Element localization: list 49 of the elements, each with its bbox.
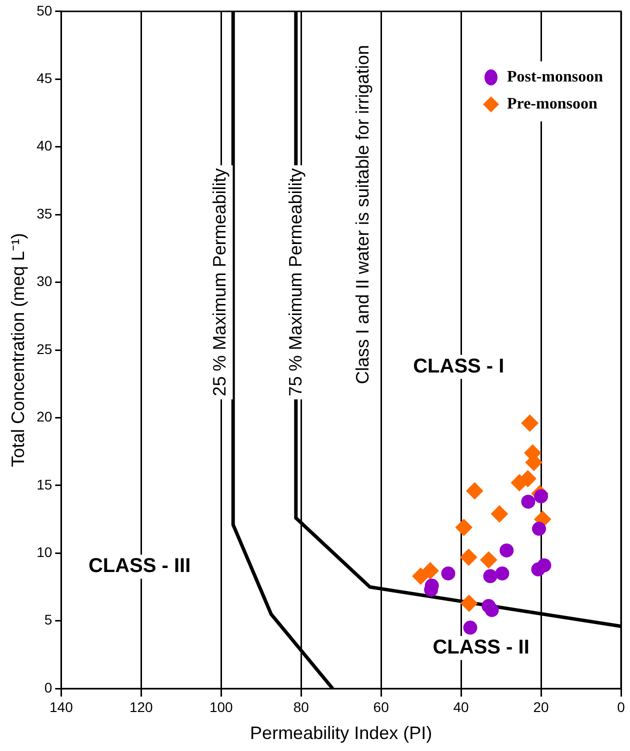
point xyxy=(484,603,499,618)
point xyxy=(534,489,548,504)
annotation: CLASS - I xyxy=(413,355,504,378)
y-tick-label: 40 xyxy=(36,138,52,154)
x-tick-label: 60 xyxy=(373,698,390,715)
y-tick-label: 30 xyxy=(36,273,52,290)
point xyxy=(500,543,514,558)
x-tick-label: 0 xyxy=(617,698,626,715)
point xyxy=(480,551,498,568)
x-tick-label: 140 xyxy=(49,698,74,715)
y-tick-label: 45 xyxy=(36,70,52,86)
legend-label: Pre-monsoon xyxy=(506,96,598,113)
x-tick-label: 20 xyxy=(533,698,550,715)
annotation: CLASS - II xyxy=(432,636,530,658)
y-tick-label: 50 xyxy=(36,2,52,18)
y-tick-label: 15 xyxy=(36,476,52,492)
point xyxy=(521,414,538,432)
annotation: 25 % Maximum Permeability xyxy=(210,168,230,396)
point xyxy=(510,474,528,492)
y-tick-label: 10 xyxy=(36,544,52,560)
point xyxy=(466,482,484,500)
y-tick-label: 0 xyxy=(44,679,52,696)
point xyxy=(441,566,456,580)
point xyxy=(463,620,478,635)
annotation: 75 % Maximum Permeability xyxy=(285,168,306,396)
y-tick-label: 35 xyxy=(36,205,52,222)
point xyxy=(412,568,430,585)
y-tick-label: 25 xyxy=(36,340,52,357)
point xyxy=(455,518,472,536)
point xyxy=(460,548,478,566)
x-tick-label: 100 xyxy=(209,698,234,715)
x-tick-label: 80 xyxy=(293,698,310,715)
point xyxy=(532,522,546,536)
annotation: CLASS - III xyxy=(88,555,191,578)
y-axis-title: Total Concentration (meq L⁻¹) xyxy=(8,232,28,468)
point xyxy=(495,566,510,580)
annotation: Class I and II water is suitable for irrigation xyxy=(352,44,372,384)
y-tick-label: 20 xyxy=(36,408,52,425)
point xyxy=(531,562,546,576)
point xyxy=(490,505,508,522)
point xyxy=(422,562,439,580)
legend-label: Post-monsoon xyxy=(506,68,604,86)
point xyxy=(460,594,478,612)
x-tick-label: 120 xyxy=(129,698,154,715)
x-axis-title: Permeability Index (PI) xyxy=(250,723,432,744)
y-tick-label: 5 xyxy=(44,612,52,628)
point xyxy=(483,569,498,584)
x-tick-label: 40 xyxy=(453,698,470,715)
point xyxy=(521,494,536,509)
